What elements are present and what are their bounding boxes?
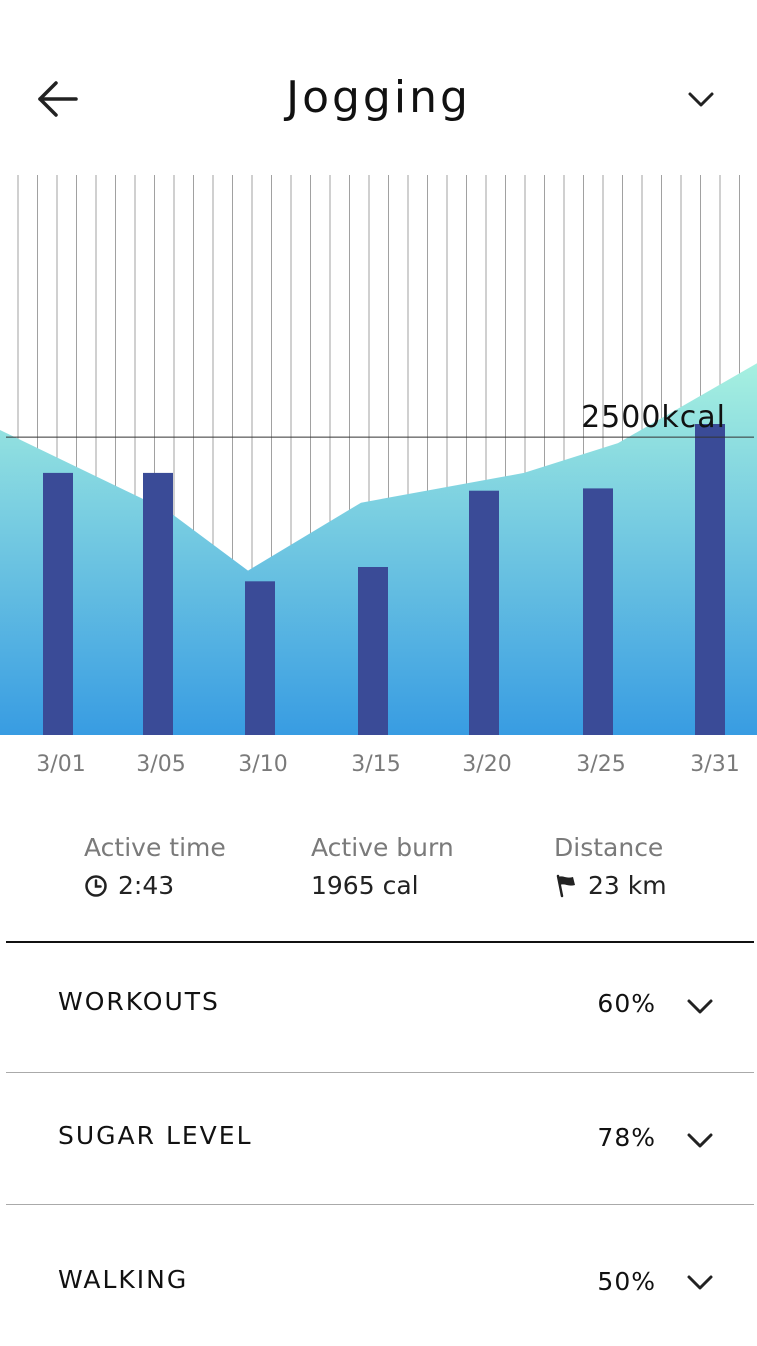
x-axis-label: 3/10 <box>238 752 287 777</box>
x-axis-label: 3/20 <box>462 752 511 777</box>
stat-value: 2:43 <box>118 871 175 900</box>
chart-area <box>0 363 757 735</box>
x-axis-label: 3/05 <box>136 752 185 777</box>
row-label: SUGAR LEVEL <box>58 1121 253 1150</box>
chart-bar <box>469 490 499 735</box>
calorie-chart: 2500kcal 3/01 3/05 3/10 3/15 3/20 3/25 3/31 <box>0 175 757 777</box>
reference-line-label: 2500kcal <box>581 400 726 435</box>
x-axis-labels: 3/01 3/05 3/10 3/15 3/20 3/25 3/31 <box>36 752 739 777</box>
section-divider <box>6 941 754 943</box>
row-workouts[interactable]: WORKOUTS 60% <box>6 943 754 1073</box>
x-axis-label: 3/25 <box>576 752 625 777</box>
header-menu-button[interactable] <box>678 80 724 120</box>
stat-value: 23 km <box>588 871 667 900</box>
chart-bar <box>143 472 173 735</box>
back-button[interactable] <box>30 75 86 123</box>
stat-value: 1965 cal <box>311 871 419 900</box>
stats-summary: Active time 2:43 Active burn 1965 cal Di… <box>0 830 757 920</box>
chevron-down-icon <box>688 92 714 107</box>
clock-icon <box>85 875 107 897</box>
chart-bar <box>583 488 613 735</box>
chart-bar <box>245 581 275 735</box>
arrow-left-icon <box>38 81 78 117</box>
page-title: Jogging <box>286 72 471 123</box>
row-sugar-level[interactable]: SUGAR LEVEL 78% <box>6 1073 754 1203</box>
row-walking[interactable]: WALKING 50% <box>6 1205 754 1335</box>
chevron-down-icon[interactable] <box>684 1129 716 1153</box>
row-label: WORKOUTS <box>58 987 220 1016</box>
row-divider <box>6 1204 754 1205</box>
chart-bar <box>43 472 73 735</box>
x-axis-label: 3/31 <box>690 752 739 777</box>
row-divider <box>6 1072 754 1073</box>
stat-label: Distance <box>554 833 664 862</box>
x-axis-label: 3/15 <box>351 752 400 777</box>
row-value: 50% <box>597 1267 656 1296</box>
row-value: 78% <box>597 1123 656 1152</box>
chevron-down-icon[interactable] <box>684 1271 716 1295</box>
app-header: Jogging <box>0 0 757 170</box>
row-value: 60% <box>597 989 656 1018</box>
stat-label: Active burn <box>311 833 454 862</box>
chevron-down-icon[interactable] <box>684 995 716 1019</box>
row-label: WALKING <box>58 1265 189 1294</box>
chart-bars <box>43 424 725 735</box>
stat-distance: Distance 23 km <box>554 830 667 906</box>
stat-active-burn: Active burn 1965 cal <box>311 830 454 906</box>
stat-active-time: Active time 2:43 <box>84 830 226 906</box>
chart-bar <box>695 424 725 735</box>
flag-icon <box>556 874 575 898</box>
chart-bar <box>358 567 388 735</box>
stat-label: Active time <box>84 833 226 862</box>
x-axis-label: 3/01 <box>36 752 85 777</box>
